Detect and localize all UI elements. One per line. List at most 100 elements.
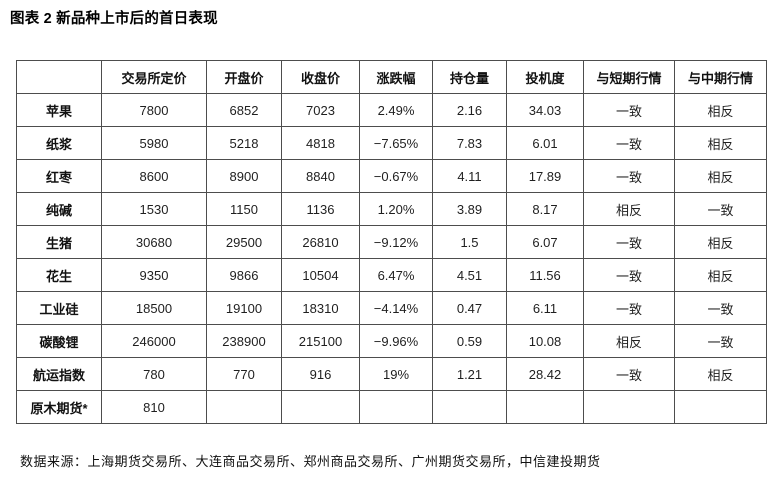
column-header: 与中期行情 bbox=[674, 60, 767, 94]
table-cell: 0.47 bbox=[432, 291, 507, 325]
table-cell: 1.21 bbox=[432, 357, 507, 391]
table-cell: 8840 bbox=[281, 159, 360, 193]
table-cell: 9866 bbox=[206, 258, 282, 292]
table-cell: 11.56 bbox=[506, 258, 584, 292]
table-cell: 28.42 bbox=[506, 357, 584, 391]
table-cell: 一致 bbox=[583, 258, 675, 292]
table-row: 花生 9350 9866 10504 6.47% 4.51 11.56 一致 相反 bbox=[16, 258, 767, 292]
table-cell: 4.11 bbox=[432, 159, 507, 193]
table-cell: 1150 bbox=[206, 192, 282, 226]
table-cell: 6.11 bbox=[506, 291, 584, 325]
table-cell: −9.96% bbox=[359, 324, 433, 358]
table-cell: 一致 bbox=[674, 291, 767, 325]
table-cell: 相反 bbox=[674, 258, 767, 292]
table-cell: 3.89 bbox=[432, 192, 507, 226]
table-cell: −0.67% bbox=[359, 159, 433, 193]
table-cell bbox=[359, 390, 433, 424]
table-cell bbox=[281, 390, 360, 424]
table-cell: 7800 bbox=[101, 93, 207, 127]
table-cell: 246000 bbox=[101, 324, 207, 358]
figure-title: 图表 2 新品种上市后的首日表现 bbox=[10, 11, 218, 27]
table-body: 苹果 7800 6852 7023 2.49% 2.16 34.03 一致 相反 纸浆 5980 52… bbox=[16, 93, 767, 424]
table-cell: 一致 bbox=[674, 192, 767, 226]
table-cell: 26810 bbox=[281, 225, 360, 259]
table-cell: 18500 bbox=[101, 291, 207, 325]
table-cell: 1530 bbox=[101, 192, 207, 226]
row-label: 航运指数 bbox=[16, 357, 102, 391]
table-cell bbox=[674, 390, 767, 424]
table-cell: 一致 bbox=[583, 93, 675, 127]
table-row: 纸浆 5980 5218 4818 −7.65% 7.83 6.01 一致 相反 bbox=[16, 126, 767, 160]
table-cell: 5218 bbox=[206, 126, 282, 160]
table-cell: 一致 bbox=[583, 291, 675, 325]
column-header: 收盘价 bbox=[281, 60, 360, 94]
table-cell: 6.47% bbox=[359, 258, 433, 292]
table-cell bbox=[506, 390, 584, 424]
table-cell: 一致 bbox=[583, 225, 675, 259]
table-cell: 780 bbox=[101, 357, 207, 391]
row-label: 苹果 bbox=[16, 93, 102, 127]
table-cell: 5980 bbox=[101, 126, 207, 160]
table-cell: 8900 bbox=[206, 159, 282, 193]
row-label: 原木期货* bbox=[16, 390, 102, 424]
performance-table: 交易所定价 开盘价 收盘价 涨跌幅 持仓量 投机度 与短期行情 与中期行情 苹果 7800 685… bbox=[16, 60, 767, 424]
table-cell: 29500 bbox=[206, 225, 282, 259]
table-cell: 916 bbox=[281, 357, 360, 391]
table-header-row: 交易所定价 开盘价 收盘价 涨跌幅 持仓量 投机度 与短期行情 与中期行情 bbox=[16, 60, 767, 94]
table-row: 工业硅 18500 19100 18310 −4.14% 0.47 6.11 一致 一致 bbox=[16, 291, 767, 325]
table-cell: −7.65% bbox=[359, 126, 433, 160]
table-cell: 1136 bbox=[281, 192, 360, 226]
table-cell: −9.12% bbox=[359, 225, 433, 259]
table-head: 交易所定价 开盘价 收盘价 涨跌幅 持仓量 投机度 与短期行情 与中期行情 bbox=[16, 60, 767, 94]
table-cell: 7.83 bbox=[432, 126, 507, 160]
table-cell: 8.17 bbox=[506, 192, 584, 226]
table-cell: 一致 bbox=[583, 126, 675, 160]
table-cell: 10.08 bbox=[506, 324, 584, 358]
table-row: 碳酸锂 246000 238900 215100 −9.96% 0.59 10.08 相反 一致 bbox=[16, 324, 767, 358]
table-cell: 相反 bbox=[583, 192, 675, 226]
table-cell: 4.51 bbox=[432, 258, 507, 292]
table-row: 航运指数 780 770 916 19% 1.21 28.42 一致 相反 bbox=[16, 357, 767, 391]
table-cell: 6.01 bbox=[506, 126, 584, 160]
corner-header-cell bbox=[16, 60, 102, 94]
table-row: 纯碱 1530 1150 1136 1.20% 3.89 8.17 相反 一致 bbox=[16, 192, 767, 226]
table-cell: 1.20% bbox=[359, 192, 433, 226]
table-cell: 2.16 bbox=[432, 93, 507, 127]
table-cell: 19100 bbox=[206, 291, 282, 325]
table-cell: 一致 bbox=[583, 357, 675, 391]
table-cell: 7023 bbox=[281, 93, 360, 127]
table-row: 苹果 7800 6852 7023 2.49% 2.16 34.03 一致 相反 bbox=[16, 93, 767, 127]
column-header: 开盘价 bbox=[206, 60, 282, 94]
table-cell: 一致 bbox=[674, 324, 767, 358]
table-cell: 1.5 bbox=[432, 225, 507, 259]
row-label: 碳酸锂 bbox=[16, 324, 102, 358]
table-cell: 8600 bbox=[101, 159, 207, 193]
table-cell: 6852 bbox=[206, 93, 282, 127]
table-cell: 34.03 bbox=[506, 93, 584, 127]
table-cell: 18310 bbox=[281, 291, 360, 325]
column-header: 持仓量 bbox=[432, 60, 507, 94]
table-cell bbox=[432, 390, 507, 424]
table-cell bbox=[206, 390, 282, 424]
table-cell: 0.59 bbox=[432, 324, 507, 358]
table-cell: 相反 bbox=[674, 159, 767, 193]
column-header: 涨跌幅 bbox=[359, 60, 433, 94]
table-cell: 4818 bbox=[281, 126, 360, 160]
table-cell: 215100 bbox=[281, 324, 360, 358]
table-cell: 9350 bbox=[101, 258, 207, 292]
column-header: 投机度 bbox=[506, 60, 584, 94]
table-cell: 相反 bbox=[674, 126, 767, 160]
row-label: 花生 bbox=[16, 258, 102, 292]
row-label: 红枣 bbox=[16, 159, 102, 193]
table-cell: 770 bbox=[206, 357, 282, 391]
row-label: 工业硅 bbox=[16, 291, 102, 325]
table-cell: 相反 bbox=[674, 225, 767, 259]
table-cell: 17.89 bbox=[506, 159, 584, 193]
table-cell: 相反 bbox=[674, 93, 767, 127]
table-cell: 810 bbox=[101, 390, 207, 424]
table-cell: 19% bbox=[359, 357, 433, 391]
table-cell: 相反 bbox=[583, 324, 675, 358]
column-header: 交易所定价 bbox=[101, 60, 207, 94]
table-cell: 30680 bbox=[101, 225, 207, 259]
table-cell: 6.07 bbox=[506, 225, 584, 259]
